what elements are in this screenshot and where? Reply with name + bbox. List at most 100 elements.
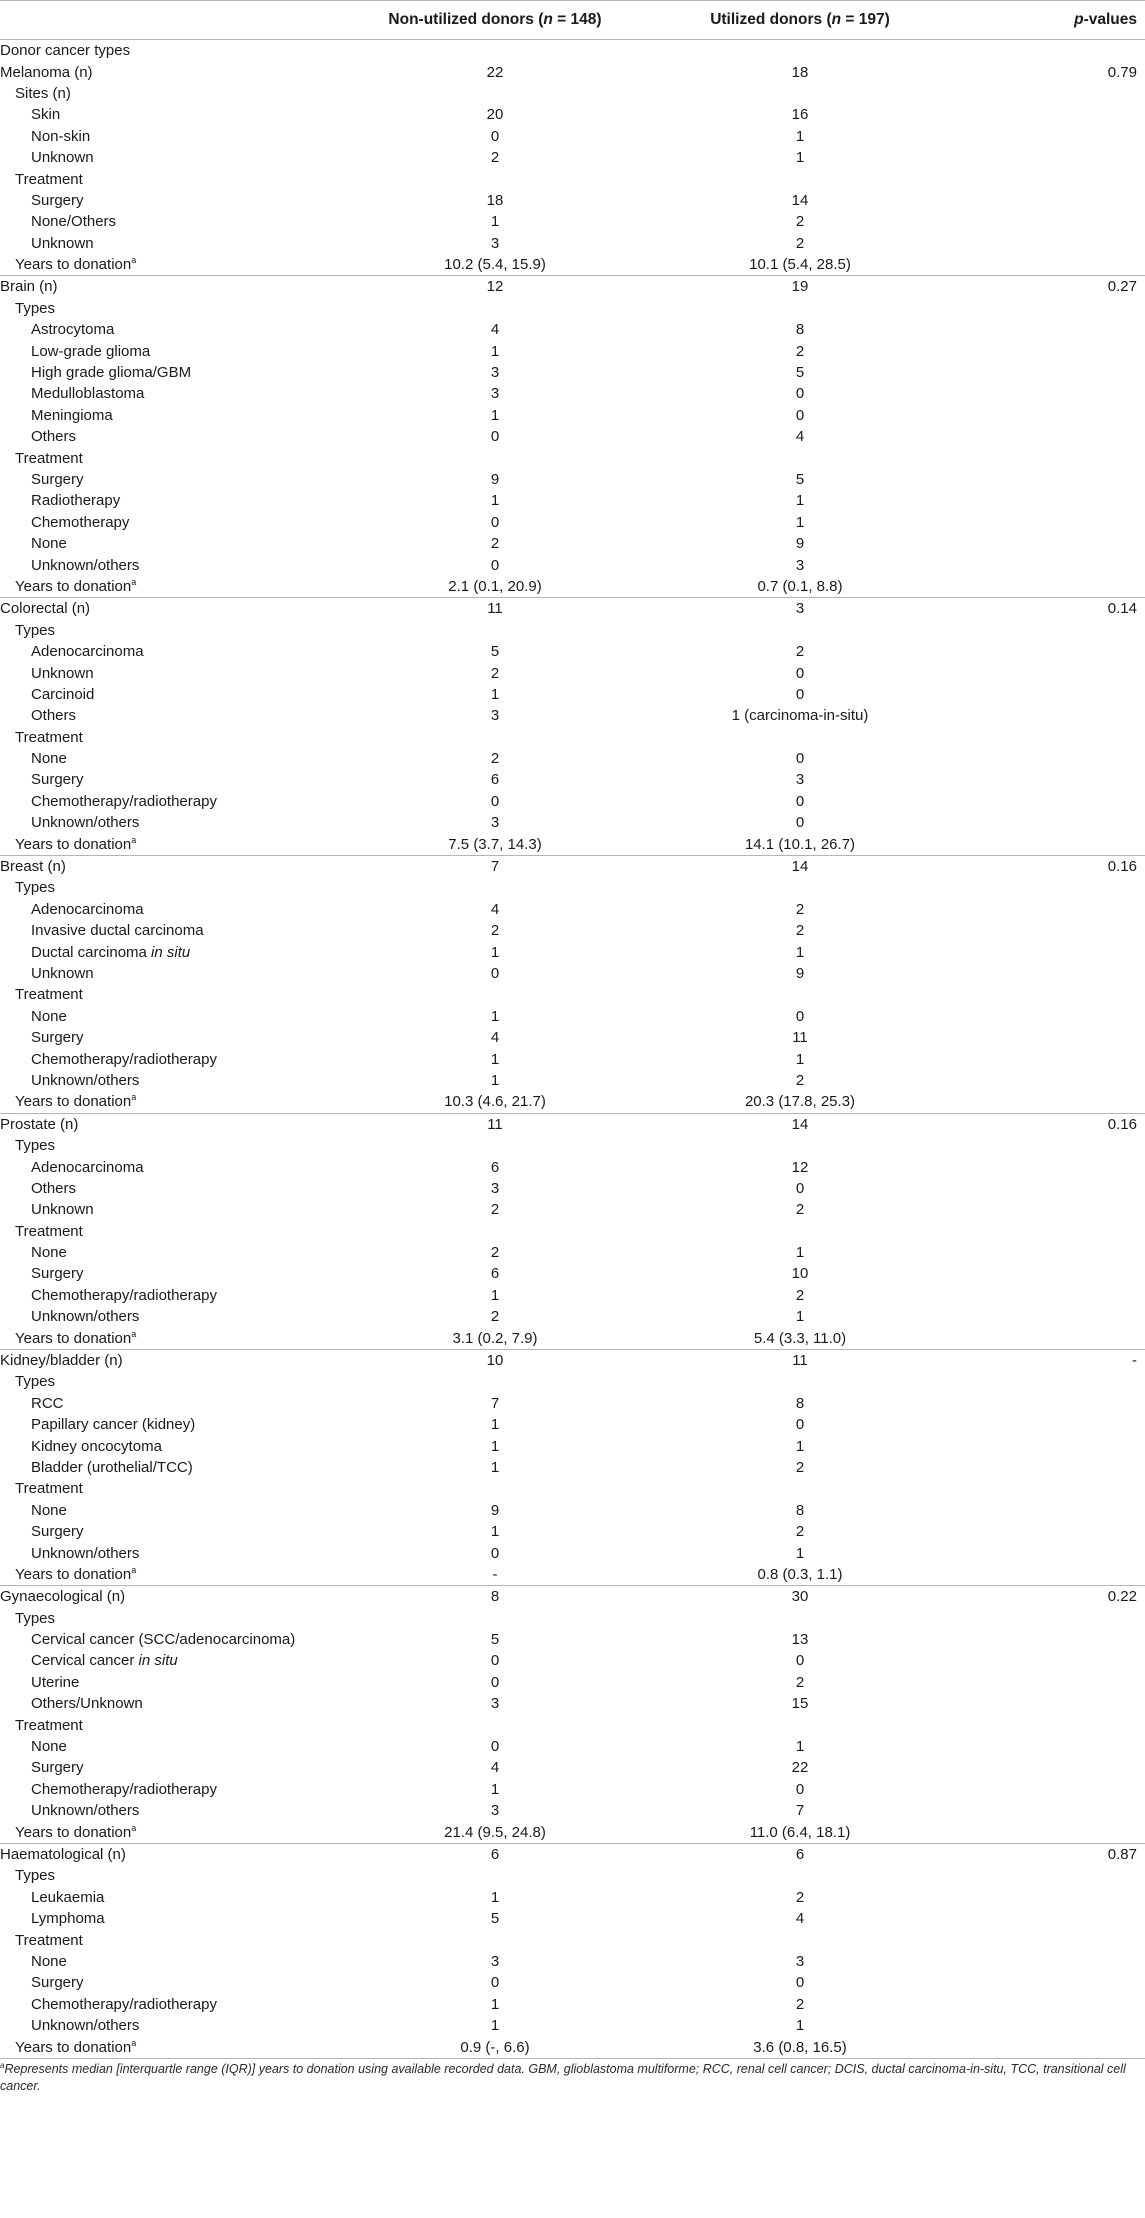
table-row: Surgery 18 14 [0, 190, 1145, 211]
row-label: Types [0, 877, 370, 898]
non-utilized-value: 3.1 (0.2, 7.9) [452, 1329, 538, 1347]
utilized-value: 2 [795, 922, 805, 940]
row-label: Chemotherapy [0, 512, 370, 533]
p-value [980, 1327, 1145, 1349]
table-row: Surgery 6 3 [0, 769, 1145, 790]
p-value [980, 1027, 1145, 1048]
table-row: Others 0 4 [0, 426, 1145, 447]
non-utilized-value: 3 [490, 1695, 500, 1713]
row-label-text: Unknown/others [31, 1071, 140, 1089]
table-row: Surgery 6 10 [0, 1263, 1145, 1284]
utilized-value: 2 [795, 1888, 805, 1906]
row-label-text: Years to donation [15, 2038, 132, 2056]
row-label: Treatment [0, 168, 370, 189]
non-utilized-value: 7.5 (3.7, 14.3) [448, 835, 542, 853]
table-row: Adenocarcinoma 5 2 [0, 641, 1145, 662]
row-label: Cervical cancer in situ [0, 1650, 370, 1671]
row-label-text: Chemotherapy/radiotherapy [31, 1995, 217, 2013]
non-utilized-value [370, 877, 620, 898]
p-value [980, 233, 1145, 254]
row-label-text: Brain (n) [0, 278, 58, 296]
non-utilized-value: 9 [490, 471, 500, 488]
header-utilized-n: n [831, 11, 842, 28]
row-label: Types [0, 1371, 370, 1392]
row-label: Papillary cancer (kidney) [0, 1414, 370, 1435]
p-value [980, 1757, 1145, 1778]
p-value [980, 641, 1145, 662]
row-label-text: Treatment [15, 1716, 83, 1734]
row-label-text: Types [15, 879, 56, 897]
row-label-text: Years to donation [15, 835, 132, 853]
table-row: Medulloblastoma 3 0 [0, 383, 1145, 404]
row-label: Chemotherapy/radiotherapy [0, 1779, 370, 1800]
row-label-text: None/Others [31, 213, 117, 231]
utilized-value: 2 [795, 1995, 805, 2013]
p-value [980, 1414, 1145, 1435]
header-utilized: Utilized donors (n = 197) [620, 0, 980, 40]
row-label: Unknown/others [0, 1306, 370, 1327]
p-value [980, 1220, 1145, 1241]
table-row: Leukaemia 1 2 [0, 1887, 1145, 1908]
p-value [980, 1865, 1145, 1886]
utilized-value: 9 [795, 535, 805, 553]
utilized-value: 30 [620, 1585, 980, 1608]
non-utilized-value: 4 [490, 1029, 500, 1047]
row-label: Haematological (n) [0, 1842, 370, 1866]
row-label: Years to donationa [0, 1091, 370, 1113]
non-utilized-value: 11 [370, 1112, 620, 1135]
p-value [980, 1887, 1145, 1908]
non-utilized-value: 2 [490, 664, 500, 682]
row-label-text: Surgery [31, 771, 84, 789]
table-row: Bladder (urothelial/TCC) 1 2 [0, 1457, 1145, 1478]
p-value [980, 319, 1145, 340]
utilized-value [620, 1135, 980, 1156]
non-utilized-value [370, 984, 620, 1005]
row-label-text: Types [15, 299, 56, 317]
p-value [980, 1929, 1145, 1950]
p-value [980, 705, 1145, 726]
row-label-text: Adenocarcinoma [31, 900, 144, 918]
non-utilized-value: 4 [490, 321, 500, 339]
utilized-value: 2 [795, 1201, 805, 1219]
utilized-value: 1 [795, 1544, 805, 1562]
table-row: Chemotherapy/radiotherapy 1 1 [0, 1048, 1145, 1069]
non-utilized-value: 1 [490, 342, 500, 360]
p-value [980, 941, 1145, 962]
row-label: Others [0, 426, 370, 447]
row-label-text: Adenocarcinoma [31, 1158, 144, 1176]
non-utilized-value: 6 [490, 1158, 500, 1176]
row-label-text: Surgery [31, 1029, 84, 1047]
utilized-value [620, 1865, 980, 1886]
table-row: None 1 0 [0, 1006, 1145, 1027]
table-row: Sites (n) [0, 83, 1145, 104]
row-label: Treatment [0, 1478, 370, 1499]
row-label-text: Unknown [31, 1201, 94, 1219]
row-label: Others [0, 1178, 370, 1199]
utilized-value [620, 298, 980, 319]
row-label: Types [0, 620, 370, 641]
non-utilized-value: 1 [490, 1286, 500, 1304]
p-value [980, 1393, 1145, 1414]
non-utilized-value: 1 [490, 2017, 500, 2035]
table-container: Non-utilized donors (n = 148) Utilized d… [0, 0, 1145, 2093]
non-utilized-value: 3 [490, 385, 500, 403]
row-label-text: Papillary cancer (kidney) [31, 1416, 196, 1434]
row-label-text: Invasive ductal carcinoma [31, 922, 204, 940]
row-label: Medulloblastoma [0, 383, 370, 404]
utilized-value: 22 [791, 1759, 809, 1777]
non-utilized-value: 0 [490, 127, 500, 145]
non-utilized-value: 8 [370, 1585, 620, 1608]
non-utilized-value: 3 [490, 364, 500, 382]
table-row: Non-skin 0 1 [0, 126, 1145, 147]
utilized-value: 11 [792, 1029, 808, 1047]
row-label-text: Lymphoma [31, 1910, 105, 1928]
row-label: Types [0, 298, 370, 319]
p-value [980, 1500, 1145, 1521]
row-label-text: Unknown [31, 964, 94, 982]
utilized-value [620, 83, 980, 104]
utilized-value: 2 [795, 1071, 805, 1089]
table-row: Radiotherapy 1 1 [0, 490, 1145, 511]
row-label: Years to donationa [0, 833, 370, 855]
p-value [980, 2036, 1145, 2057]
non-utilized-value: 2 [490, 1308, 500, 1326]
